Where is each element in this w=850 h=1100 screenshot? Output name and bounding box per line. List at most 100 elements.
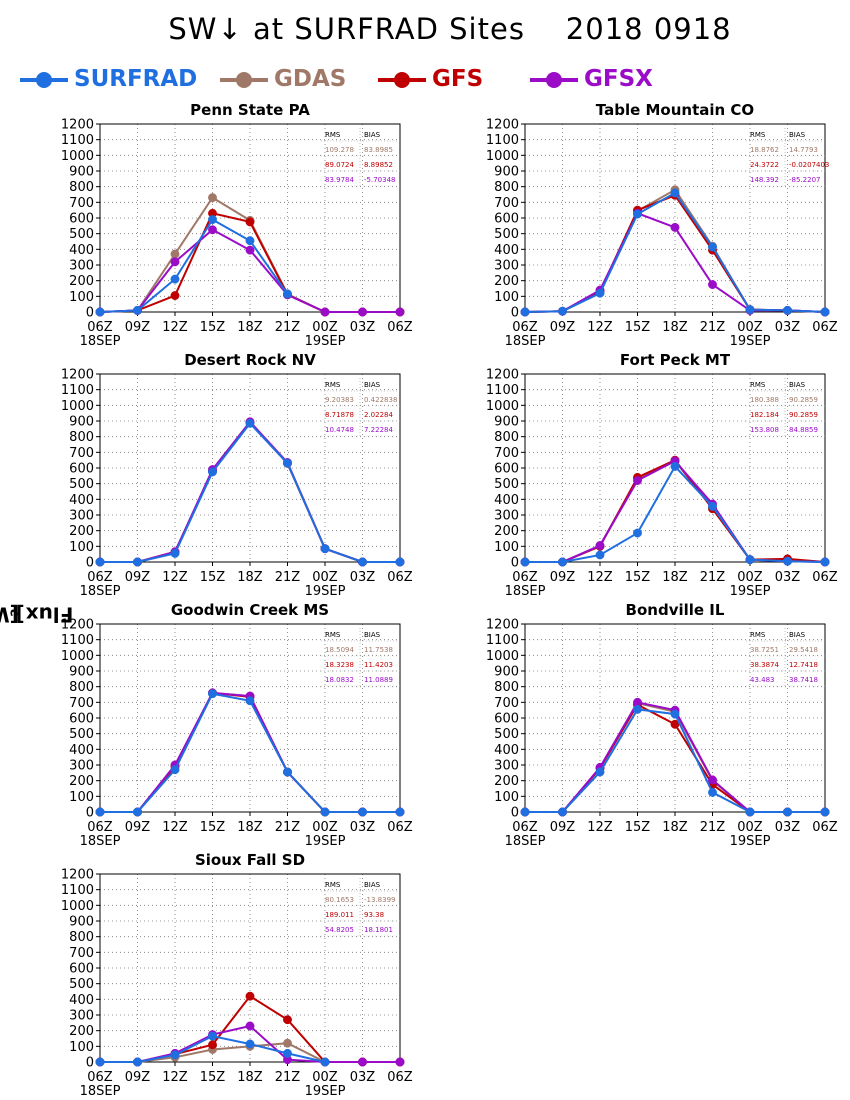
y-tick-label: 200	[69, 774, 94, 789]
x-tick-label: 15Z	[200, 570, 226, 585]
y-tick-label: 100	[69, 1040, 94, 1055]
data-point-gfsx	[245, 245, 255, 255]
y-tick-label: 900	[69, 915, 94, 930]
data-point-surfrad	[820, 557, 830, 567]
data-point-surfrad	[245, 418, 255, 428]
stats-rms-value: 38.7251	[750, 646, 779, 654]
y-tick-label: 900	[494, 165, 519, 180]
y-tick-label: 1000	[486, 649, 519, 664]
x-tick-label: 12Z	[162, 1070, 188, 1085]
series-line-gdas	[525, 701, 825, 813]
x-tick-label: 06Z	[87, 570, 113, 585]
data-point-gfsx	[633, 476, 642, 485]
y-tick-label: 400	[69, 743, 94, 758]
y-tick-label: 1200	[61, 868, 94, 883]
data-point-surfrad	[245, 1039, 255, 1049]
y-tick-label: 500	[69, 227, 94, 242]
data-point-surfrad	[95, 557, 105, 567]
y-tick-label: 1200	[486, 618, 519, 633]
x-tick-label: 06Z	[387, 820, 413, 835]
x-tick-label: 00Z	[737, 570, 763, 585]
y-tick-label: 700	[494, 696, 519, 711]
stats-rms-value: 80.1653	[325, 896, 354, 904]
x-tick-label: 00Z	[737, 820, 763, 835]
y-tick-label: 800	[69, 680, 94, 695]
data-point-surfrad	[133, 807, 142, 817]
panel-title: Table Mountain CO	[596, 101, 754, 119]
x-tick-label: 00Z	[312, 320, 338, 335]
y-tick-label: 700	[69, 696, 94, 711]
stats-rms-value: 109.278	[325, 146, 354, 154]
y-tick-label: 300	[69, 509, 94, 524]
y-tick-label: 800	[69, 180, 94, 195]
data-point-surfrad	[670, 709, 680, 719]
y-tick-label: 600	[69, 712, 94, 727]
y-tick-label: 400	[69, 493, 94, 508]
data-point-surfrad	[633, 704, 642, 714]
y-tick-label: 300	[69, 259, 94, 274]
data-point-surfrad	[283, 458, 292, 468]
y-tick-label: 900	[69, 165, 94, 180]
y-tick-label: 1200	[486, 118, 519, 133]
x-tick-label: 06Z	[87, 820, 113, 835]
data-point-surfrad	[170, 1050, 180, 1060]
stats-rms-value: 182.184	[750, 411, 779, 419]
stats-bias-value: 7.22284	[364, 426, 393, 434]
x-tick-date-label: 18SEP	[80, 834, 121, 849]
data-point-surfrad	[670, 461, 680, 471]
x-tick-label: 03Z	[350, 570, 376, 585]
stats-bias-value: 8.89852	[364, 161, 393, 169]
data-point-gfsx	[358, 1057, 367, 1067]
y-tick-label: 1000	[61, 649, 94, 664]
stats-rms-value: 9.20383	[325, 396, 354, 404]
data-point-surfrad	[745, 807, 755, 817]
data-point-gfsx	[320, 307, 330, 317]
data-point-gdas	[208, 193, 217, 203]
x-tick-label: 06Z	[387, 320, 413, 335]
x-tick-label: 15Z	[625, 320, 651, 335]
stats-bias-value: 38.7418	[789, 676, 818, 684]
y-tick-label: 800	[494, 430, 519, 445]
x-tick-label: 06Z	[512, 570, 538, 585]
x-tick-date-label: 18SEP	[505, 834, 546, 849]
x-tick-date-label: 19SEP	[730, 334, 771, 349]
stats-bias-value: 11.0889	[364, 676, 393, 684]
x-tick-date-label: 19SEP	[730, 584, 771, 599]
legend-label-gdas: GDAS	[274, 66, 347, 92]
stats-rms-value: 10.4748	[325, 426, 354, 434]
data-point-surfrad	[670, 188, 680, 198]
stats-bias-value: 12.7418	[789, 661, 818, 669]
stats-rms-value: 148.392	[750, 176, 779, 184]
data-point-surfrad	[820, 807, 830, 817]
x-tick-label: 12Z	[587, 320, 613, 335]
stats-header-rms: RMS	[750, 631, 766, 639]
stats-header-rms: RMS	[325, 631, 341, 639]
legend-label-gfs: GFS	[432, 66, 484, 92]
stats-rms-value: 189.011	[325, 911, 354, 919]
stats-rms-value: 24.3722	[750, 161, 779, 169]
stats-header-rms: RMS	[325, 381, 341, 389]
y-tick-label: 500	[494, 477, 519, 492]
x-tick-date-label: 18SEP	[80, 584, 121, 599]
y-tick-label: 700	[69, 446, 94, 461]
x-tick-date-label: 18SEP	[80, 334, 121, 349]
data-point-surfrad	[633, 209, 642, 219]
x-tick-label: 06Z	[812, 820, 838, 835]
x-tick-date-label: 18SEP	[80, 1084, 121, 1099]
data-point-surfrad	[520, 807, 530, 817]
y-tick-label: 0	[86, 306, 94, 321]
data-point-surfrad	[320, 1057, 330, 1067]
stats-rms-value: 83.9784	[325, 176, 354, 184]
y-tick-label: 100	[494, 790, 519, 805]
data-point-surfrad	[708, 787, 717, 797]
stats-bias-value: 0.422838	[364, 396, 397, 404]
data-point-surfrad	[520, 557, 530, 567]
stats-header-bias: BIAS	[364, 131, 381, 139]
data-point-surfrad	[133, 305, 142, 315]
y-tick-label: 500	[494, 727, 519, 742]
y-tick-label: 1100	[486, 633, 519, 648]
y-tick-label: 300	[494, 509, 519, 524]
data-point-surfrad	[95, 307, 105, 317]
y-tick-label: 200	[69, 274, 94, 289]
x-tick-label: 18Z	[662, 820, 688, 835]
